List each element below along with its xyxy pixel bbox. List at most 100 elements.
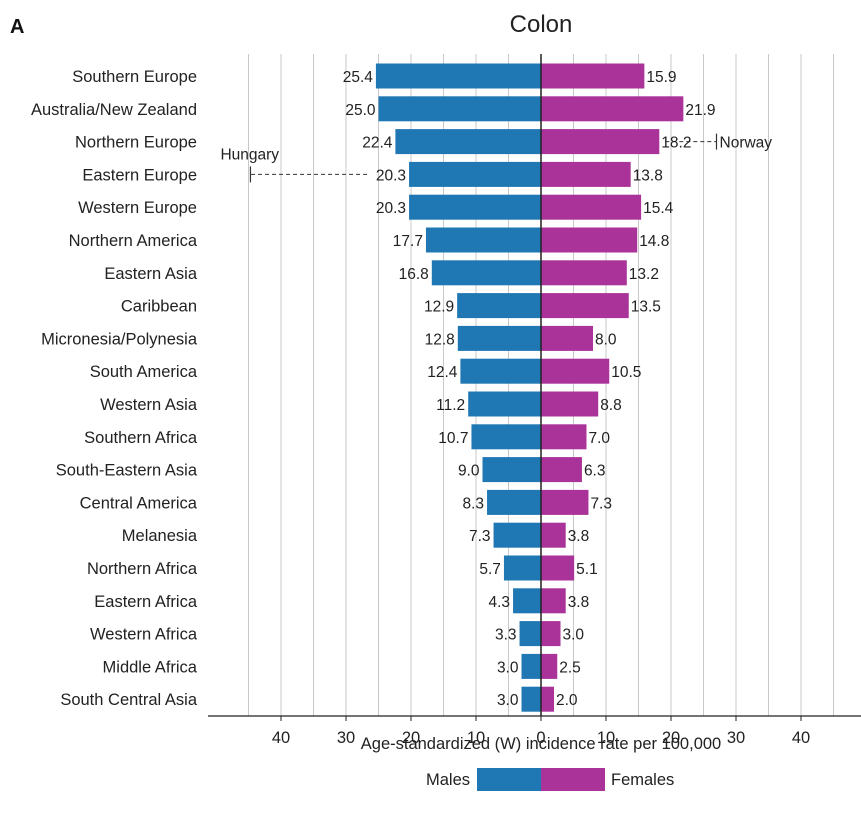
legend-swatch-females: [541, 768, 605, 791]
data-label-females: 7.3: [590, 495, 612, 512]
bar-females: [541, 358, 610, 384]
data-label-males: 25.0: [345, 102, 376, 119]
data-label-males: 9.0: [458, 463, 480, 480]
data-label-females: 3.8: [568, 528, 590, 545]
data-label-males: 17.7: [393, 233, 423, 250]
category-label: Caribbean: [121, 298, 197, 316]
x-tick-label: 10: [597, 729, 615, 747]
category-label: Central America: [80, 494, 198, 512]
x-tick-label: 30: [727, 729, 745, 747]
legend: Males Females: [426, 768, 674, 791]
bar-males: [493, 522, 541, 548]
bar-males: [425, 227, 541, 253]
bar-females: [541, 293, 629, 319]
data-labels: 25.4 15.9 25.0 21.9 22.4 18.2 20.3 13.8 20.3 15.4…: [343, 69, 716, 709]
data-label-females: 5.1: [576, 561, 598, 578]
bar-females: [541, 686, 554, 712]
annotations: Hungary Norway: [220, 133, 773, 183]
bar-males: [468, 391, 541, 417]
bar-females: [541, 63, 645, 89]
data-label-males: 3.0: [497, 692, 519, 709]
bar-males: [487, 489, 541, 515]
category-label: Northern Europe: [75, 134, 197, 152]
x-tick-label: 0: [536, 729, 545, 747]
bar-females: [541, 522, 566, 548]
bar-females: [541, 653, 558, 679]
bar-females: [541, 489, 589, 515]
data-label-females: 3.8: [568, 594, 590, 611]
category-label: Western Africa: [90, 626, 198, 644]
data-label-females: 18.2: [661, 135, 691, 152]
legend-label-males: Males: [426, 771, 470, 789]
bar-males: [457, 293, 541, 319]
x-axis: 40 30 20 10 0 10 20 30 40: [208, 54, 861, 747]
data-label-females: 2.5: [559, 659, 581, 676]
data-label-males: 25.4: [343, 69, 374, 86]
data-label-females: 10.5: [611, 364, 641, 381]
category-labels: Southern Europe Australia/New Zealand Nort…: [31, 68, 198, 709]
bar-males: [409, 194, 541, 220]
data-label-males: 7.3: [469, 528, 491, 545]
bar-females: [541, 325, 593, 351]
bar-females: [541, 391, 599, 417]
legend-label-females: Females: [611, 771, 674, 789]
data-label-females: 21.9: [685, 102, 715, 119]
data-label-males: 12.8: [425, 331, 455, 348]
category-label: Southern Europe: [72, 68, 197, 86]
bar-females: [541, 161, 631, 187]
bars: [375, 63, 684, 712]
bar-females: [541, 555, 575, 581]
data-label-males: 20.3: [376, 167, 406, 184]
bar-males: [471, 424, 541, 450]
bar-females: [541, 194, 642, 220]
category-label: South Central Asia: [60, 691, 197, 709]
data-label-females: 3.0: [563, 627, 585, 644]
category-label: Southern Africa: [84, 429, 198, 447]
bar-females: [541, 588, 566, 614]
bar-males: [409, 161, 541, 187]
x-tick-label: 10: [467, 729, 485, 747]
bar-females: [541, 227, 638, 253]
data-label-males: 22.4: [362, 135, 393, 152]
data-label-females: 8.8: [600, 397, 622, 414]
data-label-females: 13.8: [633, 167, 663, 184]
bar-males: [378, 96, 541, 122]
data-label-males: 5.7: [479, 561, 501, 578]
data-label-females: 6.3: [584, 463, 606, 480]
data-label-females: 14.8: [639, 233, 669, 250]
category-label: Eastern Europe: [82, 166, 197, 184]
data-label-males: 12.4: [427, 364, 458, 381]
bar-females: [541, 96, 684, 122]
category-label: Northern Africa: [87, 560, 198, 578]
bar-females: [541, 260, 627, 286]
bar-females: [541, 129, 660, 155]
data-label-males: 20.3: [376, 200, 406, 217]
data-label-females: 15.9: [646, 69, 676, 86]
data-label-females: 2.0: [556, 692, 578, 709]
bar-males: [460, 358, 541, 384]
annotation-label: Norway: [720, 135, 773, 152]
bar-males: [521, 653, 541, 679]
bar-males: [457, 325, 541, 351]
bar-females: [541, 424, 587, 450]
x-tick-label: 40: [792, 729, 810, 747]
data-label-males: 3.0: [497, 659, 519, 676]
annotation-label: Hungary: [220, 146, 279, 163]
data-label-males: 8.3: [462, 495, 484, 512]
category-label: Micronesia/Polynesia: [41, 330, 198, 348]
bar-females: [541, 457, 582, 483]
data-label-males: 12.9: [424, 299, 454, 316]
data-label-males: 11.2: [436, 397, 465, 414]
data-label-males: 3.3: [495, 627, 517, 644]
bar-males: [513, 588, 541, 614]
x-tick-label: 40: [272, 729, 290, 747]
category-label: Melanesia: [122, 527, 198, 545]
bar-males: [431, 260, 541, 286]
x-axis-label: Age-standardized (W) incidence rate per …: [361, 735, 721, 753]
category-label: Western Europe: [78, 199, 197, 217]
data-label-females: 15.4: [643, 200, 674, 217]
data-label-males: 4.3: [488, 594, 510, 611]
data-label-males: 16.8: [399, 266, 429, 283]
bar-males: [503, 555, 541, 581]
